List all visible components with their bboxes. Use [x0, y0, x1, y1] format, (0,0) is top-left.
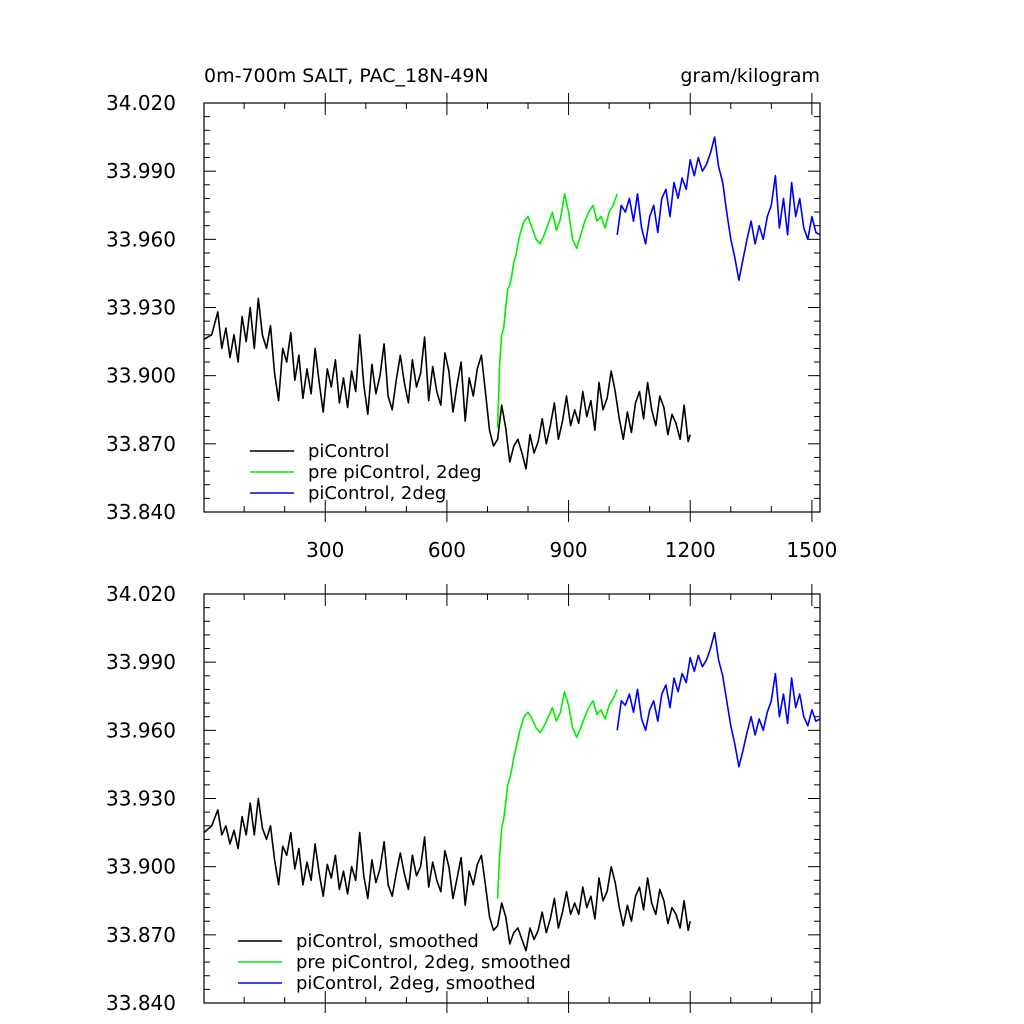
bottom-ytick-label: 33.870 [106, 923, 176, 947]
top-series-line-1 [496, 193, 618, 428]
bottom-plot-panel: 33.840 33.870 33.900 33.930 33.960 33.990 34.0… [106, 582, 821, 1015]
bottom-ytick-label: 33.900 [106, 855, 176, 879]
top-xtick-label: 1200 [665, 538, 716, 562]
top-ytick-label: 33.960 [106, 227, 176, 251]
bottom-ytick-label: 34.020 [106, 582, 176, 606]
top-series-line-2 [616, 136, 821, 281]
bottom-legend-label: piControl, 2deg, smoothed [296, 973, 536, 994]
top-xtick-label: 900 [549, 538, 587, 562]
top-ytick-label: 33.870 [106, 432, 176, 456]
top-series-line-0 [203, 297, 691, 470]
bottom-ytick-label: 33.990 [106, 650, 176, 674]
top-plot-panel: 33.840 33.870 33.900 33.930 33.960 33.990 34.0… [106, 91, 837, 562]
top-ytick-label: 33.840 [106, 500, 176, 524]
bottom-legend-label: pre piControl, 2deg, smoothed [296, 952, 571, 973]
top-xtick-label: 600 [428, 538, 466, 562]
bottom-series-line-0 [203, 797, 691, 952]
bottom-legend-label: piControl, smoothed [296, 931, 479, 952]
bottom-ytick-label: 33.930 [106, 787, 176, 811]
top-ytick-label: 33.990 [106, 159, 176, 183]
top-legend-label: piControl, 2deg [308, 483, 446, 504]
top-xtick-label: 300 [306, 538, 344, 562]
top-legend-label: piControl [308, 441, 390, 462]
top-chart-title: 0m-700m SALT, PAC_18N-49N [204, 65, 489, 87]
top-chart-units: gram/kilogram [680, 65, 820, 87]
top-ytick-label: 33.900 [106, 364, 176, 388]
top-xtick-label: 1500 [786, 538, 837, 562]
top-ytick-label: 33.930 [106, 296, 176, 320]
bottom-ytick-label: 33.840 [106, 991, 176, 1015]
top-ytick-label: 34.020 [106, 91, 176, 115]
bottom-ytick-label: 33.960 [106, 718, 176, 742]
bottom-series-line-2 [616, 631, 821, 768]
bottom-series-line-1 [496, 689, 618, 899]
top-legend-label: pre piControl, 2deg [308, 462, 482, 483]
